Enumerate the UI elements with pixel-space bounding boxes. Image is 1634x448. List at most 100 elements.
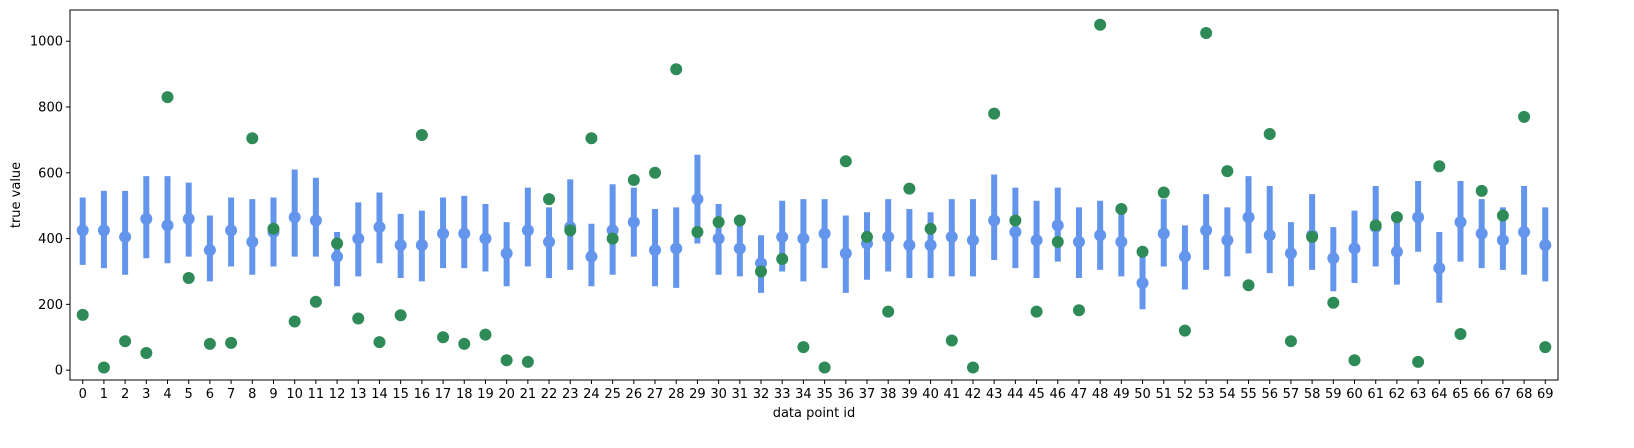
true-value-point [1390,211,1403,224]
true-value-point [267,222,280,235]
estimate-point [903,239,916,252]
estimate-point [1009,226,1022,238]
estimate-point [1284,247,1297,260]
x-tick-label: 50 [1134,387,1151,402]
plot-area-frame [69,9,1559,381]
estimate-point [1115,235,1128,248]
estimate-point [1030,234,1043,247]
x-tick-label: 11 [308,387,325,402]
estimate-point [627,216,640,229]
x-tick-label: 54 [1219,387,1236,402]
true-value-point [521,355,534,368]
estimate-point [755,257,768,270]
true-value-point [373,336,386,349]
error-bars [79,154,1549,310]
true-value-point [797,341,810,354]
true-value-point [1454,327,1467,340]
true-value-point [627,174,640,187]
x-axis-label: data point id [773,406,856,421]
true-value-point [1009,214,1022,227]
estimate-point [437,227,450,240]
estimate-point [1136,276,1149,289]
true-value-point [1348,354,1361,367]
estimate-point [1412,211,1425,224]
estimate-point [76,224,89,237]
true-value-point [839,155,852,168]
estimate-point [691,193,704,206]
y-tick-label: 0 [55,364,63,379]
x-tick-label: 27 [647,387,664,402]
estimate-point [1200,224,1213,237]
x-tick-label: 49 [1113,387,1130,402]
true-value-point [331,237,344,250]
true-value-point [860,230,873,243]
estimate-point [818,227,831,240]
x-tick-label: 1 [100,387,108,402]
estimate-point [246,235,259,248]
x-tick-label: 65 [1452,387,1469,402]
x-tick-label: 22 [541,387,558,402]
x-tick-label: 19 [477,387,494,402]
true-value-point [1157,186,1170,199]
estimate-point [585,250,598,263]
true-value-point [1094,18,1107,31]
estimate-point [203,244,216,257]
true-value-point [76,308,89,321]
x-tick-label: 66 [1473,387,1490,402]
true-value-point [1200,27,1213,40]
true-value-point [1178,324,1191,337]
x-tick-label: 36 [838,387,855,402]
true-value-point [924,222,937,235]
x-tick-label: 46 [1049,387,1066,402]
estimate-point [182,212,195,225]
estimate-point [415,239,428,252]
x-tick-label: 32 [753,387,770,402]
x-tick-label: 2 [121,387,129,402]
estimate-point [1539,239,1552,252]
true-value-point [1412,355,1425,368]
true-value-point [1072,304,1085,317]
x-tick-label: 45 [1028,387,1045,402]
estimate-point [352,232,365,245]
estimate-point [97,224,110,237]
true-value-point [415,128,428,141]
estimate-point [1178,250,1191,263]
true-value-point [1242,279,1255,292]
estimate-point [776,230,789,243]
x-tick-label: 30 [710,387,727,402]
x-tick-label: 5 [185,387,193,402]
x-tick-label: 63 [1410,387,1427,402]
x-tick-label: 7 [227,387,235,402]
x-tick-label: 39 [901,387,918,402]
estimate-point [1475,227,1488,240]
true-value-point [1306,230,1319,243]
true-value-point [1327,296,1340,309]
estimate-point [500,247,513,260]
true-value-point [225,336,238,349]
true-value-point [182,272,195,285]
estimate-point [1051,219,1064,232]
true-value-point [1136,245,1149,258]
x-tick-label: 14 [371,387,388,402]
true-value-point [394,309,407,322]
estimate-point [1072,235,1085,248]
x-tick-label: 33 [774,387,791,402]
x-tick-label: 31 [732,387,749,402]
estimate-point [394,239,407,252]
estimate-point [1094,229,1107,242]
true-value-point [1051,235,1064,248]
x-tick-label: 34 [795,387,812,402]
x-tick-label: 37 [859,387,876,402]
true-value-point [1539,341,1552,354]
x-axis-ticks: 0 1 2 3 4 5 6 7 8 9 10 11 12 13 14 15 16 17 18 19 20 21 22 23 24… [79,380,1554,402]
x-tick-label: 23 [562,387,579,402]
true-value-point [649,166,662,179]
x-tick-label: 55 [1240,387,1257,402]
true-value-point [1433,160,1446,173]
true-value-point [203,337,216,350]
x-tick-label: 15 [392,387,409,402]
y-axis-ticks: 0 200 400 600 800 1000 [30,35,70,379]
estimate-point [988,214,1001,227]
true-value-point [1221,165,1234,178]
y-tick-label: 1000 [30,35,63,50]
